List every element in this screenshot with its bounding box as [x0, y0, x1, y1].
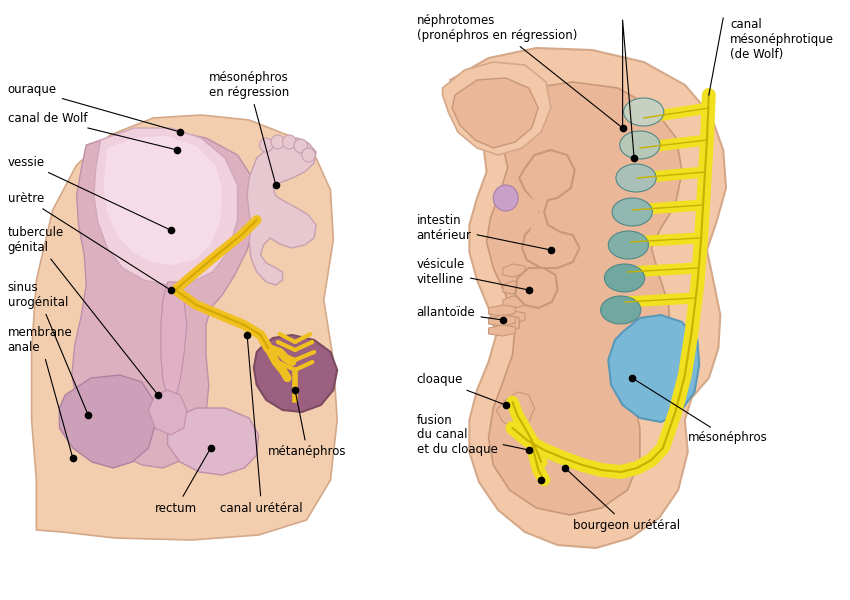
Ellipse shape: [601, 296, 641, 324]
Text: métanéphros: métanéphros: [269, 393, 347, 458]
Text: fusion
du canal
et du cloaque: fusion du canal et du cloaque: [416, 413, 526, 457]
Polygon shape: [450, 48, 726, 548]
Ellipse shape: [609, 231, 649, 259]
Text: vésicule
vitelline: vésicule vitelline: [416, 258, 526, 289]
Polygon shape: [254, 335, 337, 412]
Polygon shape: [519, 150, 580, 268]
Ellipse shape: [616, 164, 656, 192]
Polygon shape: [247, 138, 316, 285]
Circle shape: [493, 185, 518, 211]
Text: mésonéphros
en régression: mésonéphros en régression: [209, 71, 289, 182]
Ellipse shape: [612, 198, 652, 226]
Text: tubercule
génital: tubercule génital: [8, 226, 156, 393]
Text: bourgeon urétéral: bourgeon urétéral: [567, 470, 680, 532]
Polygon shape: [443, 62, 551, 155]
Ellipse shape: [604, 264, 644, 292]
Polygon shape: [489, 315, 515, 326]
Text: sinus
urogénital: sinus urogénital: [8, 281, 87, 412]
Text: canal urétéral: canal urétéral: [220, 338, 303, 514]
Polygon shape: [489, 305, 515, 316]
Polygon shape: [503, 296, 525, 309]
Text: cloaque: cloaque: [416, 373, 503, 404]
Text: urètre: urètre: [8, 191, 168, 289]
Text: ouraque: ouraque: [8, 83, 178, 131]
Polygon shape: [161, 282, 187, 400]
Polygon shape: [503, 311, 525, 324]
Ellipse shape: [624, 98, 664, 126]
Polygon shape: [60, 375, 156, 468]
Polygon shape: [496, 315, 519, 332]
Polygon shape: [609, 315, 700, 422]
Text: néphrotomes
(pronéphros en régression): néphrotomes (pronéphros en régression): [416, 14, 620, 126]
Polygon shape: [452, 78, 538, 148]
Circle shape: [282, 135, 296, 149]
Text: intestin
antérieur: intestin antérieur: [416, 214, 548, 250]
Text: canal
mésonéphrotique
(de Wolf): canal mésonéphrotique (de Wolf): [730, 18, 834, 61]
Text: vessie: vessie: [8, 155, 168, 229]
Polygon shape: [72, 130, 257, 468]
Circle shape: [271, 135, 285, 149]
Polygon shape: [31, 115, 337, 540]
Polygon shape: [515, 268, 558, 308]
Text: allantoïde: allantoïde: [416, 305, 500, 320]
Text: mésonéphros: mésonéphros: [635, 379, 768, 445]
Circle shape: [259, 138, 273, 152]
Polygon shape: [94, 128, 237, 285]
Polygon shape: [167, 408, 258, 475]
Polygon shape: [486, 82, 682, 515]
Polygon shape: [104, 136, 222, 265]
Text: rectum: rectum: [156, 451, 209, 514]
Polygon shape: [525, 165, 564, 255]
Polygon shape: [489, 325, 515, 336]
Polygon shape: [503, 281, 525, 294]
Text: canal de Wolf: canal de Wolf: [8, 112, 174, 149]
Polygon shape: [503, 264, 525, 277]
Text: membrane
anale: membrane anale: [8, 326, 72, 455]
Polygon shape: [496, 392, 535, 428]
Circle shape: [294, 139, 308, 153]
Circle shape: [302, 148, 315, 162]
Polygon shape: [149, 390, 187, 435]
Ellipse shape: [620, 131, 660, 159]
